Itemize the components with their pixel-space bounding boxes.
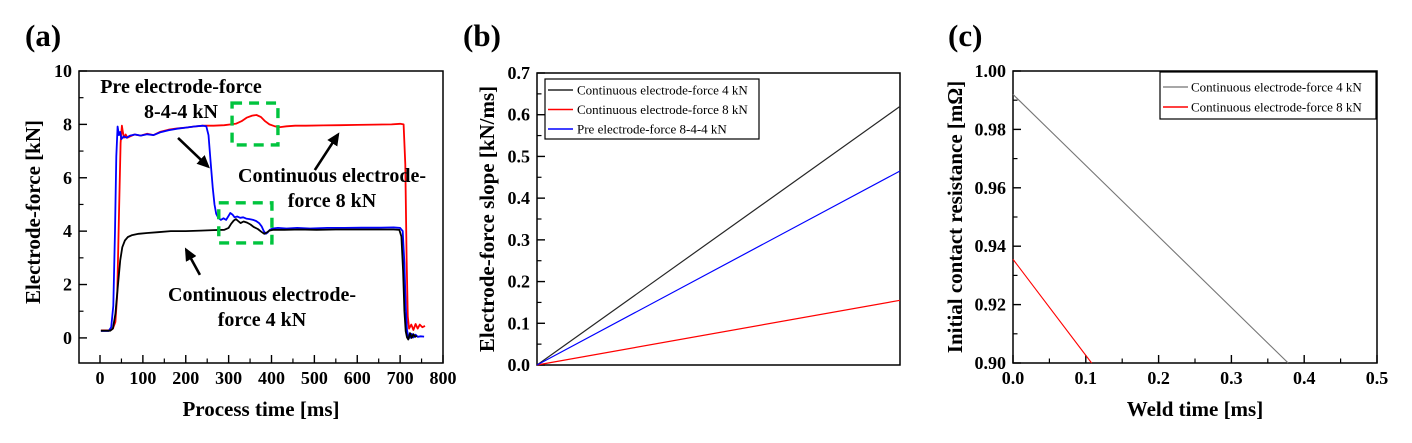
y-tick-label: 0.4 bbox=[508, 188, 531, 208]
annotation-line: 8-4-4 kN bbox=[144, 101, 218, 123]
y-tick-label: 2 bbox=[63, 275, 72, 295]
annotation-arrow bbox=[184, 247, 202, 276]
curve-continuous-electrode-force-4-kn bbox=[536, 105, 901, 366]
x-tick-label: 0 bbox=[96, 368, 105, 388]
x-tick-label: 0.5 bbox=[1366, 368, 1389, 388]
y-tick-label: 0.2 bbox=[508, 272, 531, 292]
x-tick-label: 0.4 bbox=[1293, 368, 1316, 388]
panel-label-a: (a) bbox=[25, 18, 62, 53]
annotation-line: Pre electrode-force bbox=[100, 76, 262, 98]
y-tick-label: 0.5 bbox=[508, 146, 531, 166]
y-tick-label: 10 bbox=[54, 61, 72, 81]
x-axis-label-c: Weld time [ms] bbox=[1126, 397, 1264, 421]
y-tick-label: 0.96 bbox=[975, 178, 1007, 198]
x-tick-label: 400 bbox=[258, 368, 285, 388]
x-tick-label: 800 bbox=[430, 368, 457, 388]
x-axis-label-a: Process time [ms] bbox=[182, 397, 340, 421]
highlight-box bbox=[217, 201, 274, 245]
legend-item-label: Continuous electrode-force 4 kN bbox=[1191, 80, 1362, 95]
x-tick-label: 0.0 bbox=[1002, 368, 1025, 388]
annotation-line: Continuous electrode- bbox=[238, 165, 426, 187]
panel-c: 0.0 0.1 0.2 0.3 0.4 0.5 0.90 0.92 0.94 0.96 0.98 1.… bbox=[975, 61, 1389, 388]
y-axis-label-c: Initial contact resistance [mΩ] bbox=[943, 80, 967, 354]
panel-label-b: (b) bbox=[463, 18, 501, 53]
y-tick-label: 0.1 bbox=[508, 313, 531, 333]
y-tick-label: 0.98 bbox=[975, 119, 1007, 139]
plot-frame-a bbox=[78, 70, 444, 364]
y-tick-label: 0.0 bbox=[508, 355, 531, 375]
annotation-continuous-force-4kn: Continuous electrode- force 4 kN bbox=[152, 283, 372, 333]
y-axis-label-b: Electrode-force slope [kN/ms] bbox=[475, 85, 499, 353]
y-tick-label: 0.6 bbox=[508, 105, 531, 125]
y-tick-label: 6 bbox=[63, 168, 72, 188]
y-tick-label: 0.92 bbox=[975, 295, 1007, 315]
annotation-pre-electrode-force: Pre electrode-force 8-4-4 kN bbox=[83, 75, 279, 125]
panel-label-c: (c) bbox=[948, 18, 983, 53]
curve-pre-electrode-force-8-4-4-kn bbox=[536, 170, 901, 366]
x-tick-label: 200 bbox=[172, 368, 199, 388]
legend-box bbox=[544, 78, 760, 140]
y-tick-label: 0.7 bbox=[508, 63, 531, 83]
x-tick-label: 600 bbox=[344, 368, 371, 388]
y-axis-label-a: Electrode-force [kN] bbox=[21, 119, 45, 305]
legend-item-label: Continuous electrode-force 8 kN bbox=[1191, 100, 1362, 115]
legend-item-label: Pre electrode-force 8-4-4 kN bbox=[577, 122, 727, 137]
legend-box bbox=[1159, 71, 1377, 120]
x-tick-label: 500 bbox=[301, 368, 328, 388]
annotation-arrow bbox=[313, 132, 340, 171]
x-tick-label: 300 bbox=[215, 368, 242, 388]
panel-a: 0 100 200 300 400 500 600 700 800 0 2 4 6 8 10 bbox=[54, 61, 457, 388]
curve-pre-electrode-force-8-4-4-kn bbox=[100, 124, 425, 339]
y-tick-label: 0.90 bbox=[975, 353, 1007, 373]
x-tick-label: 700 bbox=[387, 368, 414, 388]
curve-continuous-electrode-force-8-kn bbox=[536, 299, 901, 366]
x-tick-label: 0.2 bbox=[1147, 368, 1170, 388]
x-tick-label: 100 bbox=[129, 368, 156, 388]
y-tick-label: 1.00 bbox=[975, 61, 1007, 81]
curve-continuous-electrode-force-4-kn bbox=[1012, 94, 1289, 364]
y-tick-label: 0.94 bbox=[975, 236, 1007, 256]
legend-item-label: Continuous electrode-force 4 kN bbox=[577, 83, 748, 98]
legend-item-label: Continuous electrode-force 8 kN bbox=[577, 102, 748, 117]
curve-continuous-electrode-force-4-kn bbox=[100, 218, 418, 341]
y-tick-label: 0.3 bbox=[508, 230, 531, 250]
panel-b: 0.0 0.1 0.2 0.3 0.4 0.5 0.6 0.7 Continuous elect… bbox=[508, 63, 901, 375]
annotation-line: Continuous electrode- bbox=[168, 284, 356, 306]
annotation-continuous-force-8kn: Continuous electrode- force 8 kN bbox=[224, 164, 440, 214]
x-tick-label: 0.1 bbox=[1075, 368, 1098, 388]
y-tick-label: 0 bbox=[63, 328, 72, 348]
annotation-arrow bbox=[177, 137, 210, 169]
x-tick-label: 0.3 bbox=[1220, 368, 1243, 388]
curve-continuous-electrode-force-8-kn bbox=[1012, 258, 1093, 364]
y-tick-label: 8 bbox=[63, 114, 72, 134]
annotation-line: force 8 kN bbox=[287, 190, 377, 212]
annotation-line: force 4 kN bbox=[217, 309, 307, 331]
y-tick-label: 4 bbox=[63, 221, 72, 241]
highlight-box bbox=[230, 101, 280, 147]
